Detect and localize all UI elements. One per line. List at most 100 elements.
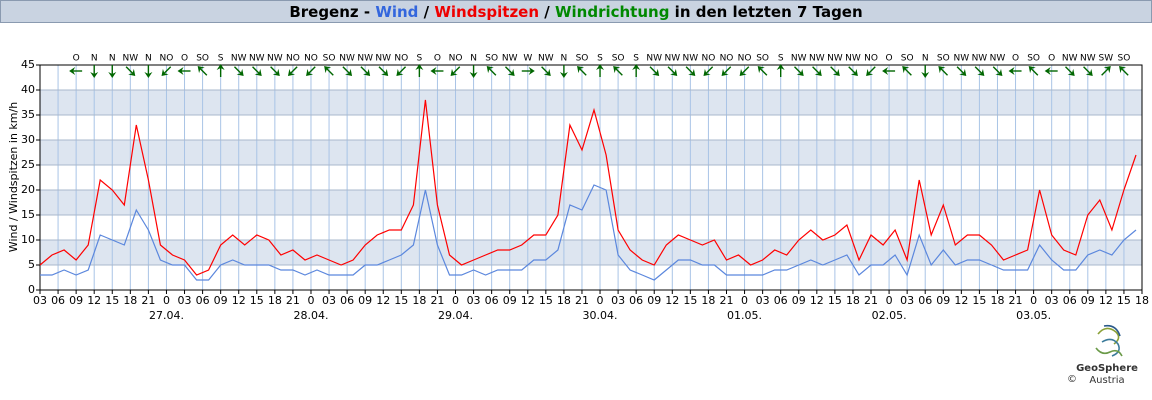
direction-label: NO	[702, 54, 716, 64]
direction-label: S	[597, 54, 603, 64]
arrow-head	[652, 68, 660, 76]
date-label: 02.05.	[872, 309, 907, 322]
arrow-shaft	[760, 68, 768, 76]
title-segment: Windspitzen	[434, 3, 539, 21]
x-tick-label: 03	[611, 294, 625, 307]
logo-sub: Austria	[1089, 375, 1124, 386]
arrow-head	[832, 68, 840, 76]
date-label: 30.04.	[583, 309, 618, 322]
arrow-head	[757, 66, 765, 74]
direction-label: O	[886, 54, 893, 64]
arrow-shaft	[452, 66, 461, 74]
direction-arrow	[342, 66, 353, 76]
x-tick-label: 06	[196, 294, 210, 307]
arrow-shaft	[667, 66, 675, 74]
direction-arrow	[974, 66, 985, 76]
direction-label: S	[633, 54, 639, 64]
arrow-shaft	[125, 66, 133, 74]
x-tick-label: 18	[412, 294, 426, 307]
arrow-head	[1085, 68, 1093, 76]
direction-arrow	[577, 66, 587, 76]
plot-frame	[39, 64, 1143, 291]
arrow-shaft	[741, 66, 750, 74]
arrow-head	[577, 66, 585, 74]
direction-arrow	[794, 66, 804, 76]
x-tick-label: 0	[741, 294, 748, 307]
x-tick-label: 15	[539, 294, 553, 307]
y-tick-label: 35	[21, 108, 35, 121]
direction-arrow	[757, 66, 768, 76]
x-tick-label: 09	[647, 294, 661, 307]
arrow-shaft	[974, 66, 983, 74]
arrow-head	[670, 68, 678, 76]
x-tick-label: 06	[774, 294, 788, 307]
direction-label: NW	[267, 54, 283, 64]
arrow-head	[938, 66, 946, 74]
direction-arrow	[306, 66, 316, 76]
direction-label: NW	[954, 54, 970, 64]
x-tick-label: 03	[756, 294, 770, 307]
x-tick-label: 0	[163, 294, 170, 307]
arrow-head	[1008, 67, 1015, 75]
direction-arrow	[1118, 66, 1129, 76]
arrow-shaft	[1030, 68, 1039, 76]
x-tick-label: 21	[575, 294, 589, 307]
shaded-band	[40, 90, 1142, 115]
arrow-head	[814, 68, 822, 76]
direction-arrow	[649, 66, 660, 76]
direction-label: NW	[123, 54, 139, 64]
arrow-head	[1028, 66, 1036, 74]
direction-label: NO	[160, 54, 174, 64]
direction-arrow	[921, 65, 930, 78]
direction-label: NW	[538, 54, 554, 64]
shaded-band	[40, 140, 1142, 165]
arrow-head	[177, 67, 184, 75]
arrow-head	[995, 68, 1003, 76]
arrow-shaft	[342, 66, 350, 74]
arrow-shaft	[794, 66, 802, 74]
arrow-shaft	[360, 66, 368, 74]
direction-label: SO	[1118, 54, 1131, 64]
x-tick-label: 18	[557, 294, 571, 307]
x-tick-label: 06	[340, 294, 354, 307]
x-tick-label: 12	[521, 294, 535, 307]
direction-label: SO	[901, 54, 914, 64]
direction-label: SO	[576, 54, 589, 64]
direction-arrow	[902, 66, 912, 76]
arrow-head	[161, 68, 169, 76]
direction-label: NO	[286, 54, 300, 64]
series-line	[40, 184, 1137, 281]
x-tick-label: 18	[846, 294, 860, 307]
direction-label: SO	[196, 54, 209, 64]
direction-arrow	[252, 66, 262, 76]
date-label: 03.05.	[1016, 309, 1051, 322]
direction-label: NW	[357, 54, 373, 64]
arrow-shaft	[830, 66, 838, 74]
direction-arrow	[396, 66, 407, 76]
direction-arrow	[667, 66, 678, 76]
direction-label: SO	[1027, 54, 1040, 64]
direction-label: W	[523, 54, 532, 64]
arrow-head	[559, 72, 568, 78]
arrow-head	[1118, 66, 1127, 74]
direction-label: NW	[845, 54, 861, 64]
direction-arrow	[324, 66, 334, 76]
direction-label: NW	[972, 54, 988, 64]
title-segment: Wind	[375, 3, 418, 21]
direction-arrow	[161, 66, 172, 76]
arrow-shaft	[992, 66, 1001, 74]
arrow-head	[197, 66, 205, 74]
date-label: 27.04.	[149, 309, 184, 322]
x-tick-label: 09	[358, 294, 372, 307]
x-tick-label: 0	[886, 294, 893, 307]
chart-title: Bregenz - Wind / Windspitzen / Windricht…	[289, 3, 862, 21]
arrow-shaft	[378, 66, 386, 74]
arrow-shaft	[1101, 68, 1109, 76]
arrow-shaft	[290, 66, 298, 74]
arrow-head	[613, 66, 621, 74]
arrow-shaft	[504, 66, 513, 74]
x-tick-label: 12	[1099, 294, 1113, 307]
direction-label: NW	[827, 54, 843, 64]
arrow-shaft	[199, 68, 208, 76]
